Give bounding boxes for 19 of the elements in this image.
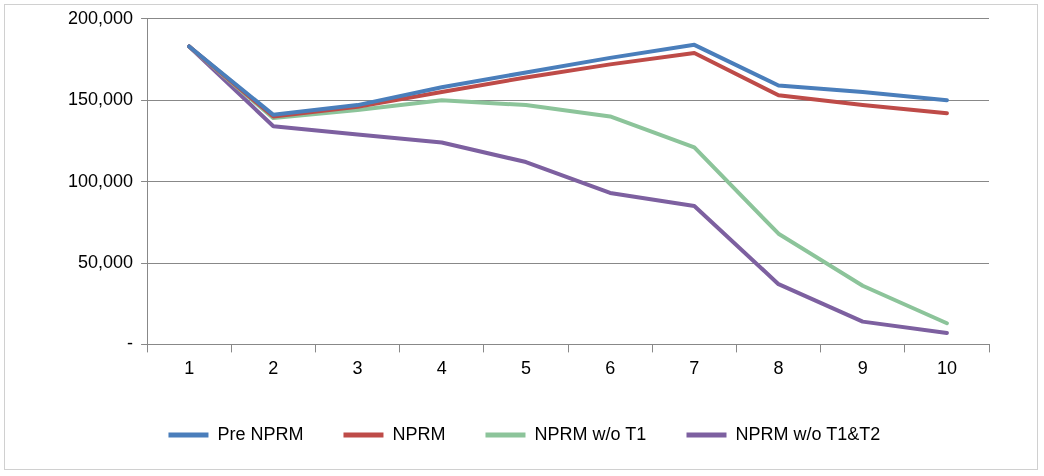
x-tick-label: 3 [352, 358, 363, 379]
y-tick-label: 150,000 [67, 89, 134, 110]
x-tick-label: 7 [689, 358, 700, 379]
y-tick-label: 50,000 [78, 251, 134, 272]
y-tick-label: 200,000 [67, 7, 134, 28]
x-tick-label: 5 [520, 358, 531, 379]
x-tick-label: 8 [773, 358, 784, 379]
legend-label: NPRM w/o T1 [534, 423, 647, 444]
x-tick-label: 9 [857, 358, 868, 379]
x-tick-label: 4 [436, 358, 447, 379]
y-tick-label: - [127, 333, 134, 354]
y-tick-label: 100,000 [67, 170, 134, 191]
x-tick-label: 2 [268, 358, 279, 379]
legend-label: NPRM w/o T1&T2 [735, 423, 881, 444]
x-tick-label: 1 [184, 358, 195, 379]
x-tick-label: 6 [605, 358, 616, 379]
legend-label: NPRM [392, 423, 446, 444]
x-tick-label: 10 [936, 358, 957, 379]
legend-label: Pre NPRM [217, 423, 304, 444]
